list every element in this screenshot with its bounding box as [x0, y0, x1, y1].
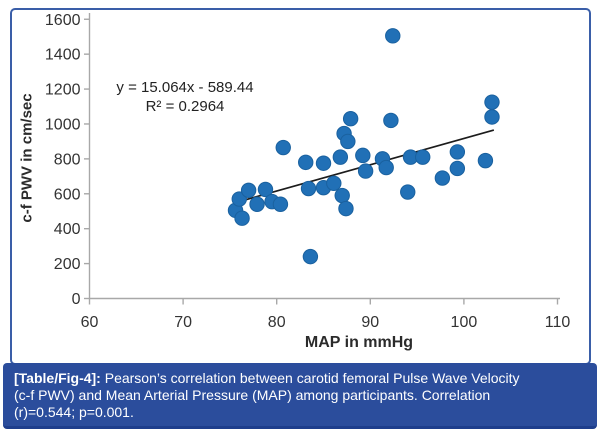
scatter-point: [334, 187, 350, 204]
scatter-point: [332, 149, 349, 165]
y-tick-label: 800: [54, 151, 81, 168]
scatter-point: [272, 196, 289, 212]
y-tick-label: 1000: [45, 116, 81, 133]
trendline-equation: y = 15.064x - 589.44 R² = 0.2964: [96, 78, 274, 116]
equation-line: y = 15.064x - 589.44: [116, 79, 254, 96]
x-tick-label: 100: [451, 314, 478, 331]
scatter-point: [484, 109, 500, 125]
scatter-point: [300, 180, 317, 197]
y-tick-label: 0: [72, 291, 81, 308]
x-tick-label: 70: [174, 314, 192, 331]
caption-line3: (r)=0.544; p=0.001.: [14, 404, 134, 420]
scatter-point: [298, 154, 314, 171]
scatter-point: [302, 248, 319, 265]
scatter-point: [342, 111, 359, 127]
scatter-point: [449, 144, 466, 160]
scatter-point: [326, 175, 342, 192]
scatter-chart: 0 200 400 600 800 1000 1200 1400 1600 60 70 80 90 100…: [45, 12, 571, 331]
scatter-point: [357, 163, 374, 179]
scatter-point: [338, 200, 354, 217]
scatter-point: [231, 191, 247, 207]
scatter-point: [484, 94, 500, 110]
y-tick-label: 1600: [45, 12, 81, 29]
y-tick-label: 400: [54, 221, 81, 238]
y-tick-label: 1400: [45, 47, 81, 64]
caption-line2: (c-f PWV) and Mean Arterial Pressure (MA…: [14, 387, 491, 403]
chart-panel: [10, 8, 591, 365]
x-tick-label: 90: [361, 314, 379, 331]
caption-line1: Pearson’s correlation between carotid fe…: [100, 370, 520, 386]
scatter-point: [449, 160, 466, 177]
scatter-point: [249, 196, 265, 212]
scatter-point: [340, 133, 356, 150]
y-tick-label: 1200: [45, 82, 81, 99]
x-tick-label: 110: [545, 314, 571, 331]
scatter-point: [275, 139, 291, 156]
y-tick-label: 600: [54, 186, 81, 203]
scatter-point: [434, 170, 451, 186]
scatter-point: [355, 147, 371, 164]
scatter-point: [385, 28, 401, 44]
scatter-point: [415, 149, 431, 165]
caption-label: [Table/Fig-4]:: [14, 370, 101, 386]
scatter-point: [257, 181, 274, 198]
scatter-point: [315, 155, 332, 171]
y-tick-label: 200: [54, 256, 81, 273]
y-axis-title: c-f PWV in cm/sec: [18, 93, 36, 223]
r-squared-line: R² = 0.2964: [145, 98, 225, 115]
x-tick-label: 60: [81, 314, 99, 331]
scatter-point: [477, 152, 494, 169]
figure-caption: [Table/Fig-4]: Pearson’s correlation bet…: [3, 363, 597, 429]
scatter-point: [383, 112, 399, 129]
scatter-point: [240, 182, 257, 198]
x-axis-title: MAP in mmHg: [304, 334, 414, 351]
x-tick-label: 80: [268, 314, 286, 331]
scatter-point: [378, 159, 394, 176]
scatter-point: [400, 184, 416, 200]
scatter-point: [234, 210, 250, 226]
